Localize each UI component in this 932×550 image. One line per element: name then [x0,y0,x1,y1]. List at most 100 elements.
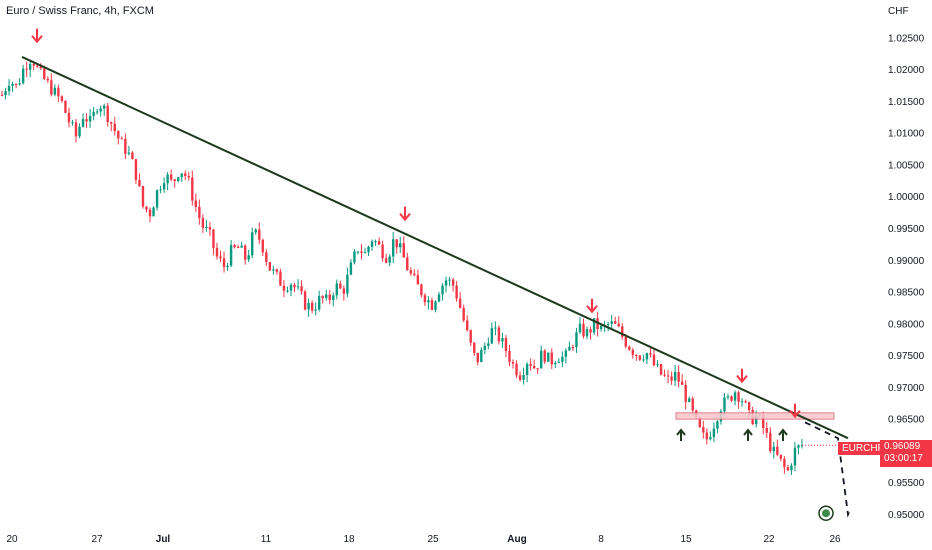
candle-body [279,271,282,286]
candle-body [680,381,684,385]
candle-body [229,245,233,266]
candle-body [413,273,416,276]
arrow-head [31,35,43,44]
candle-body [522,375,525,380]
candle-body [50,80,53,95]
candle-body [247,255,250,260]
x-tick-label: 8 [598,534,604,545]
x-tick-label: 27 [91,534,103,545]
candle-body [592,318,596,333]
candle-body [511,361,515,364]
candle-body [430,300,434,310]
projection-path [804,421,851,518]
candle-body [406,257,409,271]
candle-body [497,327,501,342]
candle-body [652,354,656,366]
candle-body [599,325,603,330]
candle-body [712,428,716,438]
candle-body [7,85,11,92]
candle-body [215,247,219,257]
candle-body [325,294,328,299]
candle-body [187,176,190,178]
candle-body [67,112,71,123]
x-tick-label: 18 [343,534,355,545]
candle-body [663,374,666,376]
candle-body [328,294,331,300]
red-down-arrow-icon [736,368,748,384]
candle-body [628,346,631,350]
candle-body [726,396,730,398]
candle-body [702,427,705,433]
candle-body [786,467,790,471]
y-tick-label: 0.95500 [888,478,925,489]
candle-body [173,179,176,182]
arrow-head [399,212,411,222]
candle-body [740,401,744,403]
candle-body [117,131,120,139]
red-down-arrow-icon [31,28,43,44]
candle-body [564,350,568,357]
candle-body [480,349,483,363]
y-tick-label: 1.01000 [888,129,925,140]
candle-body [536,368,539,370]
candle-body [367,246,370,253]
candle-body [529,364,532,366]
candle-body [60,96,64,101]
candle-body [201,217,205,228]
candle-body [272,269,275,271]
last-price: 0.96089 [884,441,921,452]
dark-up-arrow-icon [778,428,788,442]
candle-body [124,138,127,154]
candle-body [659,364,663,375]
dark-up-arrow-icon [743,428,753,442]
candle-body [772,446,776,452]
candle-body [240,245,243,248]
candle-body [476,352,479,363]
candle-body [159,189,162,191]
candle-body [762,414,765,429]
arrow-head [789,409,801,419]
candle-body [180,173,183,178]
candle-body [349,262,353,275]
candle-body [656,364,659,366]
candles-layer [0,60,804,475]
candle-body [793,447,797,466]
candle-body [635,354,638,356]
y-tick-label: 1.00000 [888,192,925,203]
candle-body [473,342,476,353]
overlays-layer [21,28,878,521]
y-tick-label: 1.02000 [888,65,925,76]
candle-body [458,298,462,308]
candle-body [649,353,652,355]
candle-body [293,284,296,288]
candle-body [314,309,317,311]
candle-body [733,392,737,401]
candle-body [18,83,21,85]
red-down-arrow-icon [586,298,598,314]
candle-body [363,252,367,254]
arrow-head [676,428,686,436]
candle-body [43,68,46,79]
x-tick-label: 20 [6,534,18,545]
candle-body [258,229,261,240]
candle-body [332,295,335,300]
candle-body [303,291,307,310]
candle-body [779,454,783,459]
candle-body [286,290,289,292]
candle-body [57,87,60,97]
candle-body [0,95,4,97]
candle-body [141,186,145,207]
candle-body [494,327,497,329]
x-tick-label: Aug [507,534,526,545]
y-tick-label: 0.99000 [888,256,925,267]
candle-body [666,375,670,377]
bar-countdown: 03:00:17 [884,453,923,464]
candle-body [614,321,617,324]
candle-body [504,337,508,352]
candle-body [377,241,381,245]
candle-body [282,285,286,291]
candle-body [191,177,194,201]
target-dot [822,509,830,518]
candle-body [134,159,138,180]
